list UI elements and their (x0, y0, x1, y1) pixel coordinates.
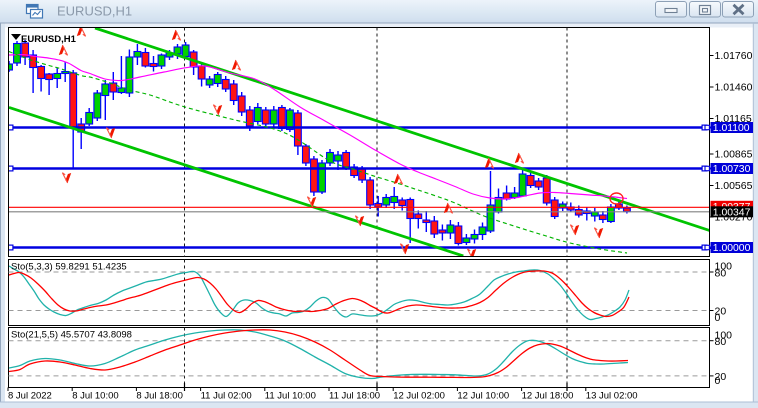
svg-text:1.00565: 1.00565 (715, 180, 753, 192)
svg-text:11 Jul 10:00: 11 Jul 10:00 (265, 391, 316, 402)
svg-text:12 Jul 18:00: 12 Jul 18:00 (522, 391, 574, 402)
svg-text:20: 20 (715, 371, 727, 383)
svg-text:100: 100 (715, 260, 733, 272)
svg-text:1.00730: 1.00730 (713, 164, 751, 175)
svg-text:1.01760: 1.01760 (715, 50, 753, 62)
svg-text:13 Jul 02:00: 13 Jul 02:00 (586, 391, 638, 402)
svg-text:0: 0 (715, 375, 721, 387)
svg-text:80: 80 (715, 267, 727, 279)
svg-text:Sto(5,3,3) 59.8291 51.4235: Sto(5,3,3) 59.8291 51.4235 (11, 262, 127, 273)
svg-text:12 Jul 02:00: 12 Jul 02:00 (393, 391, 445, 402)
svg-text:8 Jul 10:00: 8 Jul 10:00 (72, 391, 118, 402)
svg-text:Sto(21,5,5) 45.5707 43.8098: Sto(21,5,5) 45.5707 43.8098 (11, 330, 132, 341)
svg-text:EURUSD,H1: EURUSD,H1 (57, 4, 132, 19)
svg-text:1.00865: 1.00865 (715, 149, 753, 161)
svg-text:8 Jul 18:00: 8 Jul 18:00 (136, 391, 182, 402)
svg-text:100: 100 (715, 330, 733, 342)
svg-text:20: 20 (715, 306, 727, 318)
svg-text:12 Jul 10:00: 12 Jul 10:00 (457, 391, 509, 402)
svg-text:0: 0 (715, 312, 721, 324)
svg-text:1.01100: 1.01100 (713, 123, 750, 134)
svg-text:EURUSD,H1: EURUSD,H1 (21, 34, 77, 45)
svg-text:1.01460: 1.01460 (715, 82, 753, 94)
svg-text:11 Jul 18:00: 11 Jul 18:00 (329, 391, 380, 402)
svg-text:8 Jul 2022: 8 Jul 2022 (8, 391, 52, 402)
svg-text:11 Jul 02:00: 11 Jul 02:00 (201, 391, 252, 402)
svg-text:80: 80 (715, 336, 727, 348)
svg-text:1.00347: 1.00347 (713, 207, 751, 218)
svg-text:1.00000: 1.00000 (713, 243, 751, 254)
